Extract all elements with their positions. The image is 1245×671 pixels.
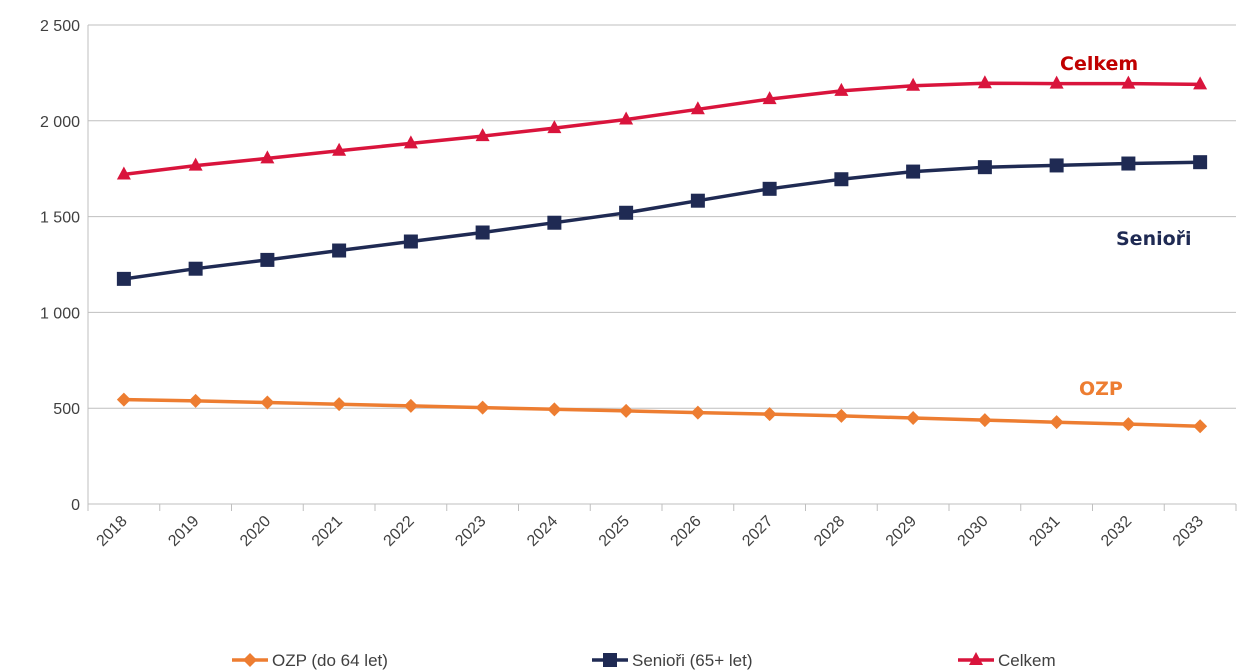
y-tick-label: 500 [53, 401, 80, 418]
series-line [122, 160, 1202, 281]
x-tick-label: 2025 [596, 513, 633, 550]
data-point [188, 157, 203, 171]
data-point [1049, 158, 1064, 173]
x-tick-label: 2026 [668, 513, 705, 550]
data-point [475, 400, 490, 415]
x-tick-label: 2027 [739, 513, 776, 550]
data-point [188, 393, 203, 408]
data-point [834, 82, 849, 96]
data-point [690, 101, 705, 115]
data-point [188, 261, 203, 276]
data-point [1121, 156, 1136, 171]
series-markers [116, 75, 1208, 434]
data-point [116, 392, 131, 407]
data-point [1121, 417, 1136, 432]
series-line [122, 397, 1202, 428]
y-tick-label: 1 000 [40, 305, 80, 322]
series-label: Celkem [1060, 53, 1138, 75]
series-lines [122, 81, 1202, 428]
data-point [690, 193, 705, 208]
data-point [834, 172, 849, 187]
legend-label: OZP (do 64 let) [272, 651, 388, 670]
y-tick-label: 2 000 [40, 114, 80, 131]
x-tick-label: 2019 [165, 513, 202, 550]
data-point [1193, 419, 1208, 434]
data-point [332, 142, 347, 156]
y-tick-label: 1 500 [40, 210, 80, 227]
series-label: OZP [1079, 378, 1123, 400]
data-point [475, 225, 490, 240]
data-point [116, 271, 131, 286]
legend-marker [243, 653, 257, 667]
data-point [690, 405, 705, 420]
y-tick-label: 0 [71, 497, 80, 514]
data-point [619, 403, 634, 418]
gridlines [88, 24, 1236, 409]
data-point [1049, 415, 1064, 430]
series-label: Senioři [1116, 228, 1192, 250]
data-point [1193, 155, 1208, 170]
data-point [619, 205, 634, 220]
x-tick-label: 2028 [811, 513, 848, 550]
series-line [122, 81, 1202, 177]
data-point [260, 252, 275, 267]
data-point [977, 413, 992, 428]
data-point [403, 398, 418, 413]
axes [87, 25, 1237, 511]
data-point [547, 215, 562, 230]
x-tick-label: 2024 [524, 513, 561, 550]
data-point [762, 181, 777, 196]
data-point [547, 402, 562, 417]
data-point [475, 128, 490, 142]
x-tick-label: 2022 [381, 513, 418, 550]
data-point [403, 135, 418, 149]
x-tick-label: 2032 [1098, 513, 1135, 550]
legend-marker [603, 653, 617, 667]
legend-marker [969, 652, 983, 665]
data-point [619, 111, 634, 125]
series-labels: OZP Senioři Celkem [1060, 53, 1192, 400]
x-tick-label: 2018 [94, 513, 131, 550]
x-axis-tick-labels: 2018 2019 2020 2021 2022 2023 2024 2025 2026 2027… [94, 513, 1208, 550]
x-tick-label: 2021 [309, 513, 346, 550]
data-point [332, 397, 347, 412]
y-axis-tick-labels: 0 500 1 000 1 500 2 000 2 500 [40, 18, 80, 514]
legend-label: Senioři (65+ let) [632, 651, 752, 670]
data-point [762, 91, 777, 105]
data-point [1121, 75, 1136, 89]
x-tick-label: 2020 [237, 513, 274, 550]
x-tick-label: 2023 [452, 513, 489, 550]
data-point [260, 150, 275, 164]
data-point [977, 75, 992, 89]
data-point [977, 160, 992, 175]
x-tick-label: 2031 [1026, 513, 1063, 550]
data-point [547, 120, 562, 134]
y-tick-label: 2 500 [40, 18, 80, 35]
x-tick-label: 2033 [1170, 513, 1207, 550]
data-point [1049, 75, 1064, 89]
legend: OZP (do 64 let) Senioři (65+ let) Celkem [232, 651, 1056, 670]
data-point [906, 164, 921, 179]
x-tick-label: 2029 [883, 513, 920, 550]
data-point [906, 77, 921, 91]
data-point [1193, 76, 1208, 90]
legend-label: Celkem [998, 651, 1056, 670]
data-point [834, 408, 849, 423]
data-point [403, 234, 418, 249]
data-point [116, 166, 131, 180]
data-point [260, 395, 275, 410]
x-tick-label: 2030 [955, 513, 992, 550]
data-point [762, 407, 777, 422]
data-point [906, 410, 921, 425]
data-point [332, 243, 347, 258]
